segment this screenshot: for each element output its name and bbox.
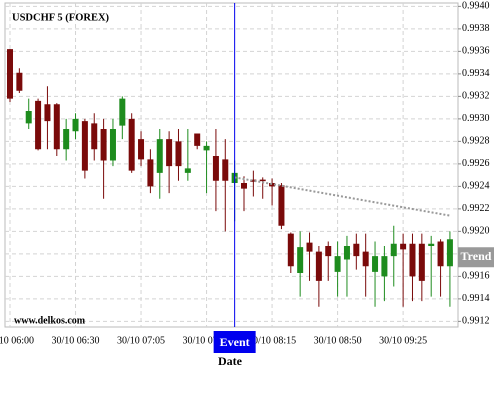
candle-body	[306, 242, 313, 252]
candle-body	[175, 141, 182, 167]
candle-body	[184, 168, 191, 173]
candle-body	[16, 72, 23, 91]
y-tick-label: 0.9914	[462, 293, 490, 304]
trend-label-box	[458, 247, 494, 268]
x-tick-label: 30/10 07:05	[117, 335, 165, 346]
candle-body	[334, 256, 341, 272]
candles	[7, 49, 453, 307]
trend-label: Trend	[461, 249, 492, 263]
candle-body	[72, 118, 79, 132]
y-tick-label: 0.9920	[462, 226, 490, 237]
y-tick-label: 0.9936	[462, 46, 490, 57]
candle-body	[409, 243, 416, 277]
trend-line	[234, 176, 451, 217]
y-tick-label: 0.9940	[462, 1, 490, 12]
candle-body	[418, 243, 425, 281]
candle-body	[44, 104, 51, 122]
candle-body	[381, 256, 388, 277]
x-tick-label: 30/10 08:50	[314, 335, 362, 346]
candle-body	[212, 156, 219, 181]
candle-body	[194, 133, 201, 146]
candle-body	[53, 104, 60, 150]
candle-body	[259, 179, 266, 182]
y-tick-label: 0.9912	[462, 316, 490, 327]
candle-body	[156, 139, 163, 173]
chart-title: USDCHF 5 (FOREX)	[12, 12, 110, 23]
y-tick-label: 0.9928	[462, 136, 490, 147]
candle-body	[222, 159, 229, 181]
candle-body	[428, 243, 435, 246]
y-tick-label: 0.9938	[462, 23, 490, 34]
candle-body	[390, 243, 397, 257]
candle-body	[372, 256, 379, 272]
y-tick-label: 0.9930	[462, 113, 490, 124]
x-tick-label: 30/10 06:00	[0, 335, 34, 346]
candle-body	[63, 129, 70, 150]
annotations: Trend Event	[213, 3, 494, 353]
candle-body	[437, 241, 444, 267]
candle-body	[203, 145, 210, 151]
x-tick-label: 30/10 07:40	[183, 335, 231, 346]
y-tick-label: 0.9926	[462, 158, 490, 169]
candle-body	[353, 243, 360, 257]
candle-body	[35, 100, 42, 150]
x-axis-label: Date	[218, 354, 243, 368]
candle-body	[25, 111, 32, 124]
event-label-box	[213, 331, 256, 353]
watermark: www.delkos.com	[14, 315, 86, 326]
candle-body	[147, 159, 154, 187]
y-tick-label: 0.9924	[462, 181, 490, 192]
candle-body	[278, 185, 285, 226]
candle-body	[7, 49, 13, 99]
x-tick-label: 30/10 09:25	[379, 335, 427, 346]
candle-body	[119, 98, 126, 126]
candle-body	[269, 183, 276, 187]
candle-body	[241, 183, 247, 189]
candle-body	[138, 139, 145, 160]
x-tick-label: 30/10 06:30	[51, 335, 99, 346]
candle-body	[287, 233, 294, 267]
candle-body	[128, 118, 135, 171]
y-tick-label: 0.9934	[462, 68, 490, 79]
candle-body	[91, 123, 98, 150]
candle-body	[109, 129, 116, 161]
candle-body	[400, 243, 407, 250]
y-tick-label: 0.9932	[462, 91, 490, 102]
plot-frame	[4, 2, 459, 328]
candle-body	[446, 239, 453, 267]
candle-body	[100, 129, 107, 161]
grid: 0.99120.99140.99160.99180.99200.99220.99…	[0, 1, 490, 347]
candle-body	[362, 251, 369, 267]
y-tick-label: 0.9922	[462, 203, 490, 214]
candle-body	[297, 247, 304, 273]
candle-body	[343, 246, 350, 260]
x-tick-label: 30/10 08:15	[248, 335, 296, 346]
candle-body	[81, 121, 88, 171]
event-label: Event	[220, 335, 250, 349]
candle-body	[250, 179, 257, 182]
candle-body	[315, 251, 322, 281]
candle-body	[166, 139, 173, 167]
y-tick-label: 0.9916	[462, 271, 490, 282]
candle-body	[325, 246, 332, 257]
